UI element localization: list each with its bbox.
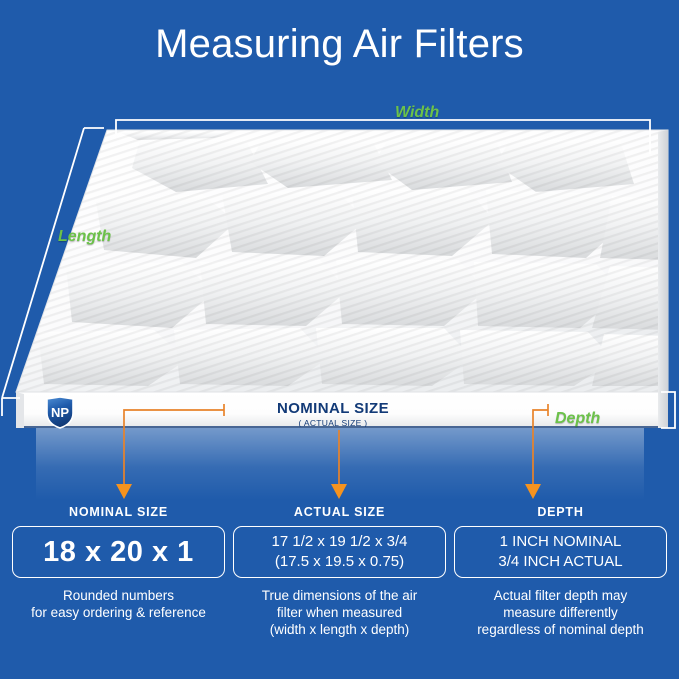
filter-left-side	[16, 392, 24, 428]
card-actual-value-box: 17 1/2 x 19 1/2 x 3/4 (17.5 x 19.5 x 0.7…	[233, 526, 446, 578]
caption-line: filter when measured	[276, 605, 403, 620]
label-depth: Depth	[555, 410, 601, 427]
filter-face	[15, 129, 669, 393]
card-nominal-value: 18 x 20 x 1	[43, 535, 194, 568]
card-nominal-caption: Rounded numbers for easy ordering & refe…	[12, 587, 225, 621]
air-filter-illustration	[0, 110, 679, 500]
length-dimension-bracket	[1, 127, 104, 416]
page-title: Measuring Air Filters	[155, 22, 524, 66]
card-nominal-heading: NOMINAL SIZE	[69, 505, 168, 519]
card-actual-size: ACTUAL SIZE 17 1/2 x 19 1/2 x 3/4 (17.5 …	[233, 505, 446, 675]
frame-actual-size-label: ( ACTUAL SIZE )	[298, 418, 368, 428]
frame-nominal-size-label: NOMINAL SIZE	[276, 400, 390, 417]
card-depth-caption: Actual filter depth may measure differen…	[454, 587, 667, 638]
card-nominal-size: NOMINAL SIZE 18 x 20 x 1 Rounded numbers…	[12, 505, 225, 675]
filter-right-side	[658, 130, 668, 428]
summary-cards: NOMINAL SIZE 18 x 20 x 1 Rounded numbers…	[0, 505, 679, 675]
caption-line: regardless of nominal depth	[477, 622, 644, 637]
card-actual-heading: ACTUAL SIZE	[293, 505, 386, 519]
card-actual-value: 17 1/2 x 19 1/2 x 3/4 (17.5 x 19.5 x 0.7…	[272, 532, 408, 572]
filter-svg	[1, 119, 676, 429]
depth-dimension-bracket	[661, 391, 676, 429]
label-length: Length	[58, 228, 112, 245]
card-depth: DEPTH 1 INCH NOMINAL 3/4 INCH ACTUAL Act…	[454, 505, 667, 675]
value-line: (17.5 x 19.5 x 0.75)	[274, 553, 405, 570]
caption-line: Rounded numbers	[62, 588, 175, 603]
np-shield-logo: NP	[46, 396, 74, 429]
value-line: 3/4 INCH ACTUAL	[498, 553, 623, 570]
card-depth-heading: DEPTH	[537, 505, 584, 519]
caption-line: True dimensions of the air	[261, 588, 418, 603]
caption-line: measure differently	[503, 605, 618, 620]
value-line: 1 INCH NOMINAL	[499, 533, 622, 550]
width-dimension-bracket	[115, 119, 651, 154]
label-width: Width	[395, 104, 440, 121]
card-depth-value: 1 INCH NOMINAL 3/4 INCH ACTUAL	[498, 532, 622, 572]
pleat-pattern	[16, 130, 668, 392]
np-logo-letters: NP	[51, 405, 69, 420]
value-line: 17 1/2 x 19 1/2 x 3/4	[271, 533, 408, 550]
card-actual-caption: True dimensions of the air filter when m…	[233, 587, 446, 638]
card-depth-value-box: 1 INCH NOMINAL 3/4 INCH ACTUAL	[454, 526, 667, 578]
card-nominal-value-box: 18 x 20 x 1	[12, 526, 225, 578]
caption-line: Actual filter depth may	[493, 588, 628, 603]
caption-line: (width x length x depth)	[269, 622, 410, 637]
caption-line: for easy ordering & reference	[31, 605, 206, 620]
